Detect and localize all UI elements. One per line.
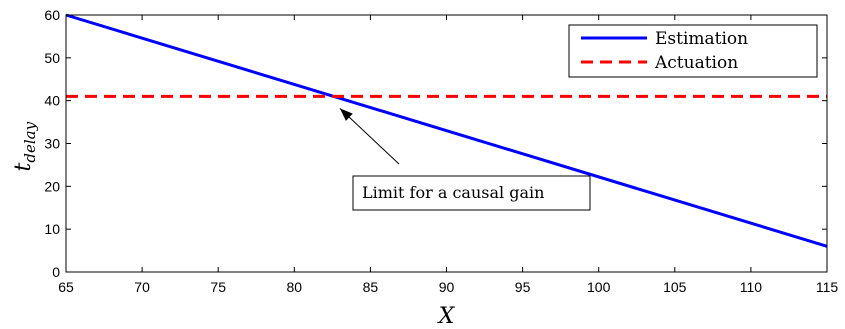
legend: Estimation Actuation: [568, 24, 818, 78]
y-tick-label: 0: [52, 264, 60, 280]
y-tick-label: 10: [44, 221, 60, 237]
annotation-arrow: [339, 108, 400, 165]
y-tick-label: 60: [44, 7, 60, 23]
y-axis-label-subscript: delay: [21, 121, 39, 162]
plot-layer: [65, 13, 828, 248]
y-axis-label-base: t: [11, 163, 36, 172]
x-tick-label: 105: [663, 279, 687, 295]
x-tick-label: 110: [740, 279, 763, 295]
x-axis-label: X: [437, 304, 456, 329]
y-tick-label: 30: [44, 136, 60, 152]
annotation-text: Limit for a causal gain: [362, 183, 544, 202]
y-tick-label: 40: [44, 93, 60, 109]
x-tick-label: 115: [816, 279, 839, 295]
annotation: Limit for a causal gain: [339, 108, 591, 211]
legend-label-actuation: Actuation: [654, 53, 738, 73]
x-tick-label: 65: [58, 279, 74, 295]
x-tick-label: 100: [587, 279, 611, 295]
legend-box: [568, 24, 818, 78]
annotation-arrowhead: [339, 108, 353, 121]
x-tick-label: 90: [439, 279, 455, 295]
annotation-box: [352, 175, 591, 211]
y-tick-label: 20: [44, 178, 60, 194]
x-tick-label: 70: [134, 279, 150, 295]
x-tick-label: 75: [210, 279, 226, 295]
x-tick-label: 95: [515, 279, 531, 295]
legend-label-estimation: Estimation: [655, 29, 748, 49]
series-line-estimation: [65, 13, 828, 248]
axis-ticks: 65 70 75 80 85 90 95 100 105 110 115 0 10 20 30 40 50 60: [44, 7, 838, 295]
x-tick-label: 80: [287, 279, 303, 295]
x-tick-label: 85: [363, 279, 379, 295]
y-tick-label: 50: [44, 50, 60, 66]
y-axis-label: tdelay: [11, 121, 39, 171]
